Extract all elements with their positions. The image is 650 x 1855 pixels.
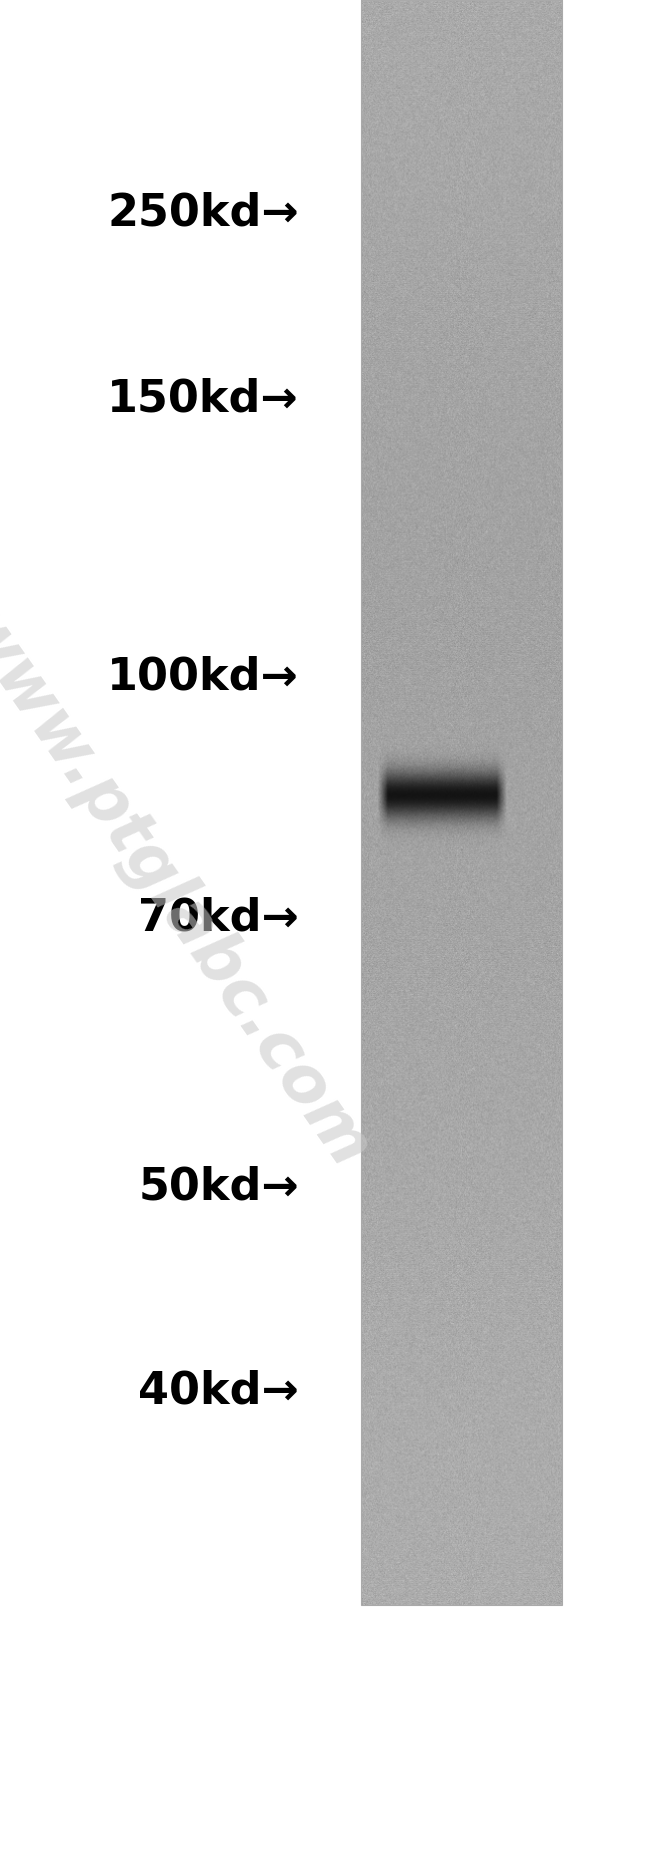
Text: 150kd→: 150kd→ <box>107 377 299 421</box>
Text: 70kd→: 70kd→ <box>138 896 299 940</box>
Text: 250kd→: 250kd→ <box>107 191 299 236</box>
Text: 50kd→: 50kd→ <box>138 1165 299 1209</box>
Text: 100kd→: 100kd→ <box>107 655 299 699</box>
Text: www.ptglabc.com: www.ptglabc.com <box>0 597 382 1183</box>
Text: 40kd→: 40kd→ <box>138 1369 299 1414</box>
Bar <box>361 0 562 1605</box>
